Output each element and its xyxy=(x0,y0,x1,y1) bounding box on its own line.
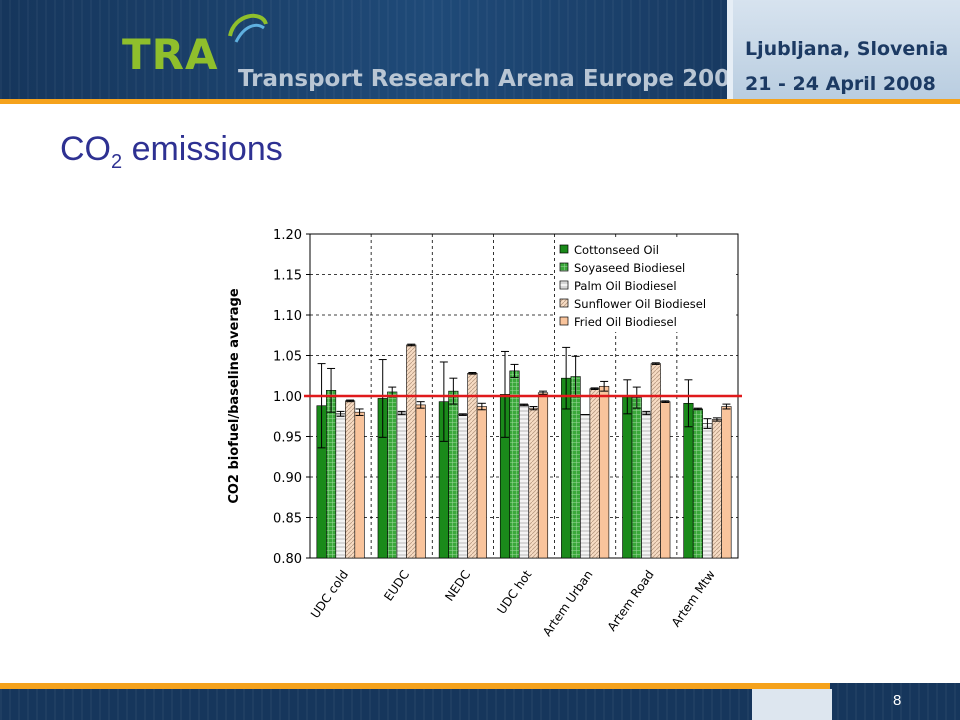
legend-label: Fried Oil Biodiesel xyxy=(574,315,677,329)
y-tick-label: 1.10 xyxy=(273,309,302,324)
y-tick-label: 0.85 xyxy=(273,512,302,527)
y-tick-label: 0.90 xyxy=(273,471,302,486)
conference-title: Transport Research Arena Europe 2008 xyxy=(238,66,747,92)
x-tick-label: NEDC xyxy=(442,568,473,604)
header-divider xyxy=(0,99,960,104)
bar xyxy=(335,413,346,559)
bar xyxy=(326,390,337,559)
slide-title-main: CO xyxy=(60,130,111,168)
legend-label: Cottonseed Oil xyxy=(574,243,659,257)
x-tick-label: EUDC xyxy=(381,568,412,604)
x-tick-label: UDC hot xyxy=(494,567,534,616)
legend-swatch xyxy=(559,262,569,272)
bar xyxy=(528,407,539,559)
bar xyxy=(589,388,600,559)
bar xyxy=(509,370,520,559)
y-tick-label: 1.00 xyxy=(273,390,302,405)
co2-chart: 0.80 0.85 0.90 0.95 1.00 1.05 1.10 1.15 1.20 UDC … xyxy=(220,222,760,642)
bar xyxy=(570,376,581,559)
bar xyxy=(580,414,591,559)
bar xyxy=(631,397,642,559)
bar xyxy=(692,408,703,559)
bar xyxy=(345,400,356,559)
y-tick-label: 1.20 xyxy=(273,228,302,243)
legend-label: Sunflower Oil Biodiesel xyxy=(574,297,706,311)
bar xyxy=(387,391,398,559)
header-banner: TRA Transport Research Arena Europe 2008… xyxy=(0,0,960,100)
legend-swatch xyxy=(559,298,569,308)
y-tick-label: 0.95 xyxy=(273,431,302,446)
bar xyxy=(354,411,365,559)
legend-label: Soyaseed Biodiesel xyxy=(574,261,685,275)
bar xyxy=(650,363,661,559)
legend-box xyxy=(556,238,736,332)
bar xyxy=(396,412,407,559)
bar xyxy=(457,414,468,559)
legend-label: Palm Oil Biodiesel xyxy=(574,279,677,293)
footer-light-box xyxy=(752,689,832,720)
legend-swatch xyxy=(559,316,569,326)
bar xyxy=(518,404,530,559)
bar xyxy=(711,419,722,559)
bar xyxy=(476,406,487,559)
header-info-panel xyxy=(727,0,960,100)
co2-chart-svg: 0.80 0.85 0.90 0.95 1.00 1.05 1.10 1.15 1.20 UDC … xyxy=(227,228,742,639)
bar xyxy=(599,385,610,559)
y-tick-label: 0.80 xyxy=(273,552,302,567)
legend-swatch xyxy=(559,244,569,254)
x-tick-label: UDC cold xyxy=(308,568,351,621)
bar xyxy=(467,373,478,559)
footer-bar xyxy=(0,683,960,720)
bar xyxy=(406,344,417,559)
slide-title-subscript: 2 xyxy=(111,151,123,173)
y-tick-label: 1.15 xyxy=(273,269,302,284)
bar xyxy=(721,406,732,559)
bar xyxy=(537,392,549,559)
conference-location: Ljubljana, Slovenia xyxy=(745,38,949,60)
x-tick-label: Artem Urban xyxy=(540,568,596,639)
bar xyxy=(702,423,713,559)
x-tick-label: Artem Mtw xyxy=(669,568,718,630)
tra-logo: TRA xyxy=(122,30,219,79)
legend-swatch xyxy=(559,280,569,290)
conference-dates: 21 - 24 April 2008 xyxy=(745,73,936,95)
bar xyxy=(415,404,426,559)
y-axis-label: CO2 biofuel/baseline average xyxy=(227,288,242,503)
slide-title-rest: emissions xyxy=(122,130,283,168)
bar xyxy=(660,401,671,559)
bar xyxy=(622,396,633,559)
slide-title: CO2 emissions xyxy=(60,130,283,173)
bar xyxy=(448,390,459,559)
page-number: 8 xyxy=(893,692,902,709)
y-tick-label: 1.05 xyxy=(273,350,302,365)
x-tick-label: Artem Road xyxy=(605,568,657,634)
footer-orange-line xyxy=(0,683,830,689)
bar xyxy=(641,412,652,559)
tra-swoosh-icon xyxy=(228,14,268,43)
